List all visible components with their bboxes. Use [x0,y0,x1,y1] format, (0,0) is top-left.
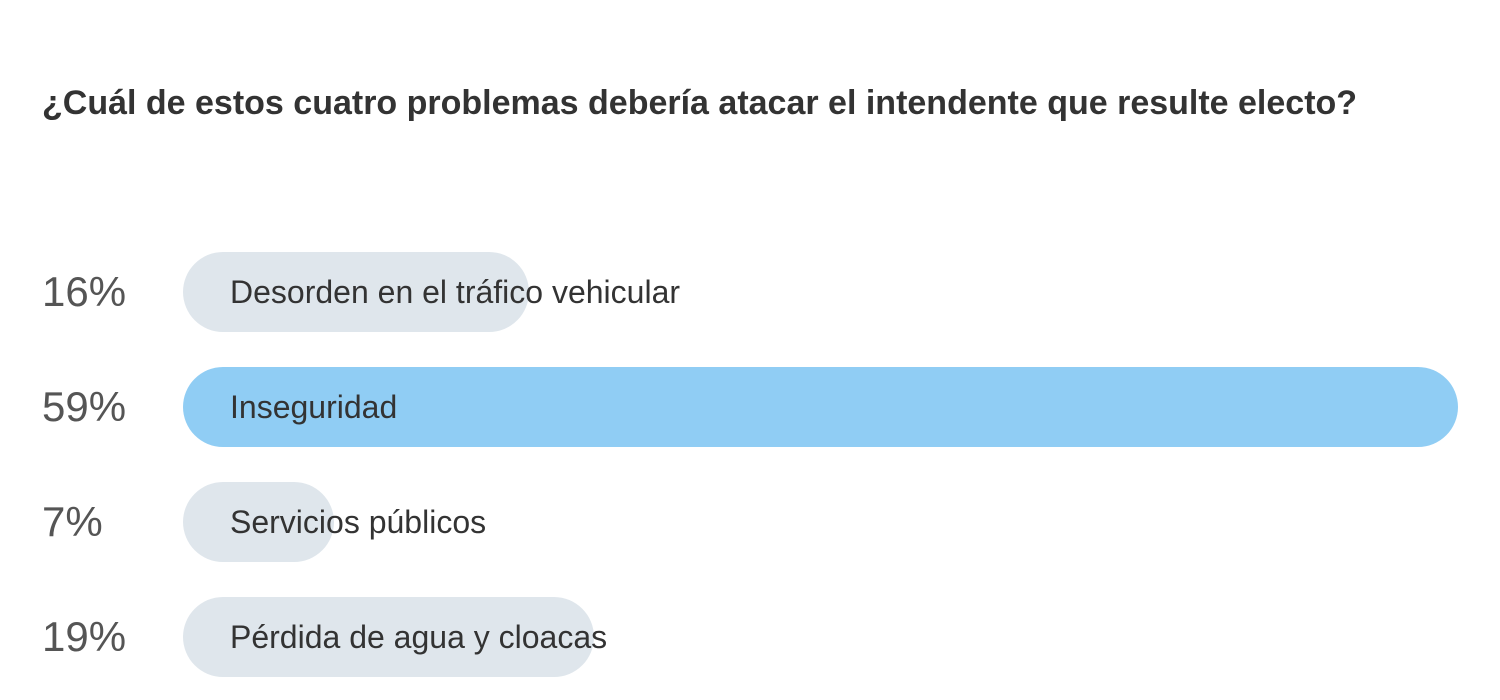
percent-label: 19% [42,613,127,660]
option-label: Pérdida de agua y cloacas [230,619,608,655]
bar [183,367,1458,447]
percent-label: 59% [42,383,127,430]
percent-label: 16% [42,268,127,315]
percent-label: 7% [42,498,103,545]
bar [183,482,335,562]
bar [183,252,529,332]
option-label: Servicios públicos [230,504,487,540]
bar [183,597,594,677]
option-label: Desorden en el tráfico vehicular [230,274,681,310]
poll-option: 19% Pérdida de agua y cloacas [0,597,1500,677]
poll-question: ¿Cuál de estos cuatro problemas debería … [42,84,1358,122]
poll-option: 16% Desorden en el tráfico vehicular [0,252,1500,332]
poll-option: 7% Servicios públicos [0,482,1500,562]
option-label: Inseguridad [230,389,398,425]
poll-option: 59% Inseguridad [0,367,1500,447]
